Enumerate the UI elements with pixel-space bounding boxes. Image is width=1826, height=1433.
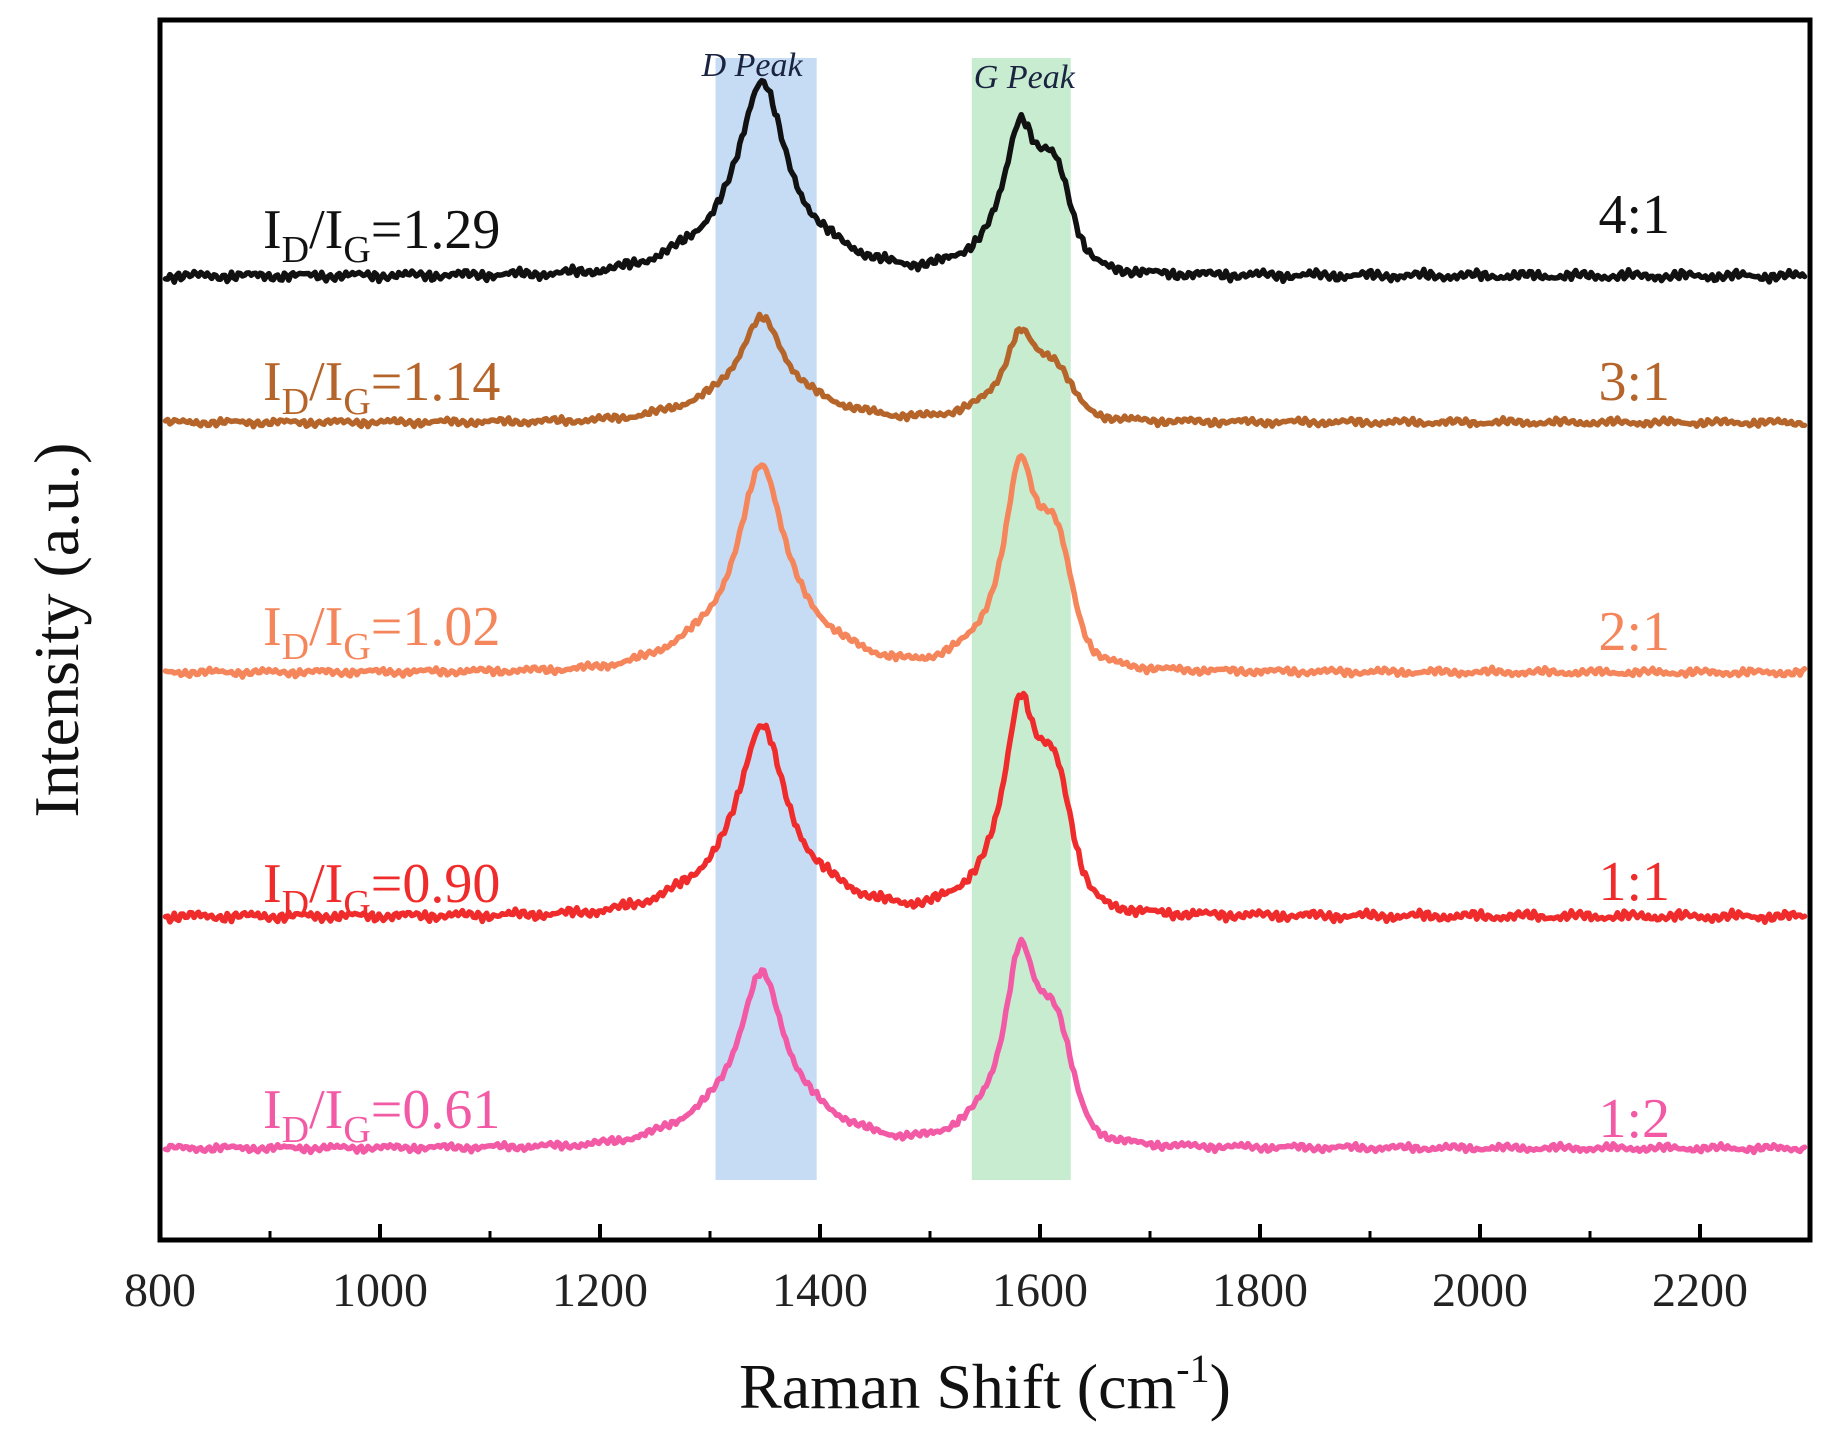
sample-ratio-label: 1:2: [1598, 1088, 1670, 1150]
x-tick-label: 2200: [1652, 1264, 1748, 1317]
band-g-peak: [971, 58, 1071, 1180]
ratio-part: G: [343, 626, 370, 668]
band-d-peak: [715, 58, 817, 1180]
ratio-part: /I: [309, 351, 343, 413]
ratio-part: I: [263, 853, 282, 915]
ratio-part: I: [263, 351, 282, 413]
x-axis-title: Raman Shift (cm-1): [739, 1346, 1231, 1422]
band-label-d-peak: D Peak: [701, 47, 804, 84]
ratio-part: /I: [309, 596, 343, 658]
ratio-part: D: [282, 381, 309, 423]
ratio-part: G: [343, 229, 370, 271]
ratio-part: I: [263, 1079, 282, 1141]
labels: 800 1000 1200 1400 1600 1800 2000 2200 Raman Shi…: [21, 47, 1748, 1422]
sample-ratio-label: 2:1: [1598, 601, 1670, 663]
series-line-2-to-1: [162, 453, 1808, 680]
ratio-part: =1.29: [371, 199, 501, 261]
ratio-part: =1.14: [371, 351, 501, 413]
series-line-1-to-1: [162, 690, 1808, 925]
ratio-part: D: [282, 626, 309, 668]
x-axis-title-main: Raman Shift (cm: [739, 1351, 1176, 1422]
ratio-part: /I: [309, 853, 343, 915]
id-ig-ratio-label: ID/IG=1.14: [263, 351, 500, 423]
x-tick-label: 1200: [552, 1264, 648, 1317]
x-tick-label: 1000: [332, 1264, 428, 1317]
id-ig-ratio-label: ID/IG=0.90: [263, 853, 500, 925]
x-tick-label: 1600: [992, 1264, 1088, 1317]
x-tick-label: 1800: [1212, 1264, 1308, 1317]
x-tick-label: 800: [124, 1264, 196, 1317]
x-axis-title-end: ): [1210, 1351, 1231, 1422]
band-label-g-peak: G Peak: [974, 59, 1076, 96]
ratio-part: D: [282, 1109, 309, 1151]
ratio-part: /I: [309, 199, 343, 261]
ratio-part: I: [263, 596, 282, 658]
plot-frame: [157, 17, 1813, 1243]
ratio-part: =0.90: [371, 853, 501, 915]
id-ig-ratio-label: ID/IG=1.29: [263, 199, 500, 271]
sample-ratio-label: 4:1: [1598, 184, 1670, 246]
series-line-4-to-1: [162, 77, 1808, 285]
x-axis-title-sup: -1: [1176, 1346, 1209, 1391]
ratio-part: G: [343, 381, 370, 423]
spectra-lines: [162, 77, 1808, 1156]
ratio-part: G: [343, 883, 370, 925]
sample-ratio-label: 1:1: [1598, 851, 1670, 913]
y-axis-title: Intensity (a.u.): [21, 443, 92, 818]
x-tick-label: 2000: [1432, 1264, 1528, 1317]
ratio-part: =1.02: [371, 596, 501, 658]
ratio-part: D: [282, 229, 309, 271]
ratio-part: I: [263, 199, 282, 261]
x-axis-ticks: [158, 1224, 1812, 1240]
series-line-3-to-1: [162, 311, 1808, 430]
ratio-part: /I: [309, 1079, 343, 1141]
id-ig-ratio-label: ID/IG=1.02: [263, 596, 500, 668]
ratio-part: D: [282, 883, 309, 925]
id-ig-ratio-label: ID/IG=0.61: [263, 1079, 500, 1151]
ratio-part: =0.61: [371, 1079, 501, 1141]
sample-ratio-label: 3:1: [1598, 351, 1670, 413]
peak-bands: [715, 58, 1071, 1180]
x-tick-label: 1400: [772, 1264, 868, 1317]
ratio-part: G: [343, 1109, 370, 1151]
series-line-1-to-2: [162, 936, 1808, 1156]
